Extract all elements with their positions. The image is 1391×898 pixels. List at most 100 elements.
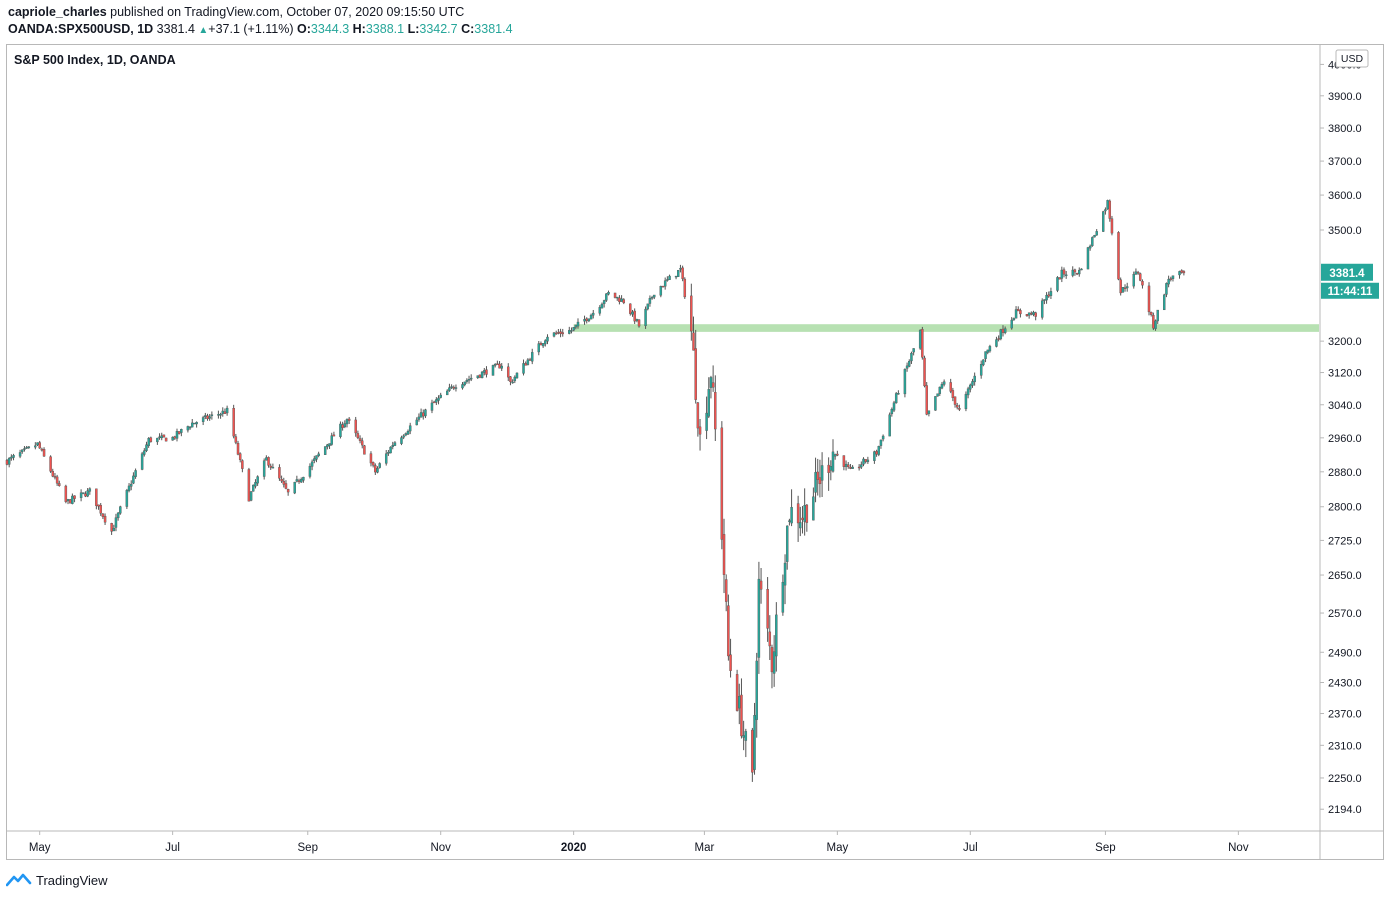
candle-body: [522, 363, 525, 374]
candle-body: [483, 370, 486, 373]
candle-body: [1025, 314, 1029, 317]
countdown-label: 11:44:11: [1328, 286, 1373, 298]
high-label: H:: [352, 22, 366, 36]
candle-body: [208, 416, 211, 419]
candle-body: [958, 407, 961, 410]
candle-body: [280, 478, 283, 482]
tradingview-logo-icon[interactable]: [6, 873, 32, 887]
candle-body: [140, 453, 144, 470]
candle-body: [910, 352, 913, 362]
candle-body: [156, 437, 159, 443]
footer-brand[interactable]: TradingView: [36, 872, 108, 888]
chart-frame[interactable]: [6, 44, 1384, 860]
candle-body: [903, 369, 907, 395]
candle-body: [23, 448, 26, 450]
candle-body: [844, 463, 848, 467]
candle-body: [921, 329, 924, 358]
candle-body: [496, 363, 499, 365]
candle-body: [145, 444, 148, 451]
time-tick-label: Jul: [165, 842, 180, 854]
candle-body: [58, 483, 61, 486]
currency-box[interactable]: [1335, 49, 1369, 68]
candle-body: [951, 390, 955, 399]
candle-body: [1080, 268, 1083, 271]
candle-body: [984, 351, 987, 359]
candle-body: [620, 298, 623, 302]
price-tick-label: 3040.0: [1328, 400, 1362, 412]
candle-body: [714, 392, 717, 430]
candle-body: [964, 393, 968, 410]
candle-body: [435, 399, 438, 403]
price-tick-label: 3200.0: [1328, 336, 1362, 348]
candle-body: [313, 458, 316, 462]
candle-body: [877, 446, 880, 455]
candle-body: [1167, 278, 1170, 285]
candle-body: [783, 562, 787, 586]
candle-body: [1156, 309, 1159, 322]
candle-body: [73, 495, 76, 499]
candle-body: [241, 460, 244, 469]
candle-body: [295, 479, 299, 482]
candle-body: [692, 332, 695, 351]
candle-body: [408, 425, 412, 432]
candle-body: [452, 386, 456, 389]
candle-body: [513, 376, 517, 382]
price-tick-label: 2250.0: [1328, 773, 1362, 785]
price-tick-label: 2490.0: [1328, 647, 1362, 659]
candle-body: [753, 715, 756, 770]
candle-body: [278, 467, 281, 479]
candle-body: [82, 492, 85, 494]
candle-body: [236, 442, 240, 455]
candle-body: [1060, 269, 1064, 279]
price-tick-label: 2650.0: [1328, 570, 1362, 582]
candle-body: [439, 394, 442, 398]
candle-body: [1047, 294, 1050, 297]
candle-body: [171, 436, 174, 441]
candle-body: [796, 503, 800, 524]
candle-body: [160, 435, 163, 439]
candle-body: [969, 384, 972, 390]
candle-body: [799, 522, 802, 529]
candle-body: [221, 410, 224, 414]
candle-body: [49, 456, 52, 472]
candle-body: [942, 381, 946, 385]
candle-body: [129, 483, 133, 487]
candle-body: [254, 482, 257, 487]
candle-body: [42, 449, 46, 457]
candle-body: [134, 470, 137, 477]
time-tick-label: Mar: [695, 842, 715, 854]
candle-body: [600, 303, 604, 309]
candle-body: [742, 735, 745, 738]
candle-body: [299, 479, 303, 483]
candle-body: [953, 396, 957, 405]
candle-body: [681, 267, 684, 279]
candle-body: [361, 440, 364, 446]
candle-body: [940, 383, 944, 389]
candle-body: [201, 417, 205, 422]
candle-body: [814, 472, 817, 493]
footer: TradingView: [6, 870, 108, 890]
candle-body: [191, 422, 194, 428]
candle-body: [40, 448, 44, 451]
candle-body: [539, 343, 543, 346]
candle-body: [317, 453, 320, 456]
author-name[interactable]: capriole_charles: [8, 5, 107, 19]
candle-body: [315, 455, 318, 460]
candle-body: [622, 299, 626, 304]
candle-body: [918, 330, 922, 349]
candle-body: [818, 477, 822, 485]
candle-body: [897, 393, 900, 395]
candle-body: [219, 413, 222, 416]
candle-body: [238, 453, 242, 460]
candle-body: [770, 647, 774, 673]
candle-body: [71, 495, 74, 504]
countdown-badge: [1321, 282, 1379, 299]
candle-body: [934, 396, 937, 411]
candle-body: [705, 412, 708, 431]
candle-body: [857, 466, 861, 469]
candle-body: [1093, 235, 1096, 238]
candle-body: [195, 422, 198, 425]
candle-body: [698, 426, 702, 435]
candle-body: [1132, 274, 1135, 287]
